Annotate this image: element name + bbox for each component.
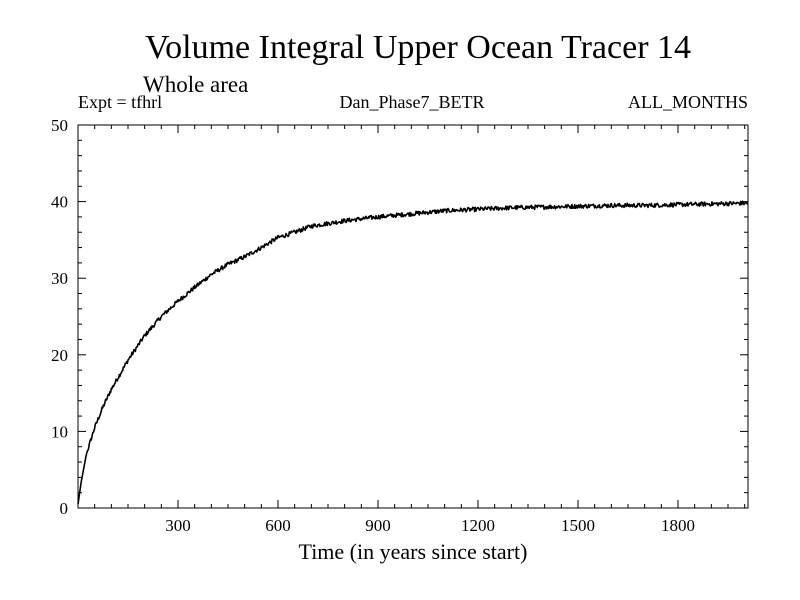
y-tick-label: 10: [51, 422, 68, 441]
y-tick-label: 30: [51, 269, 68, 288]
x-tick-label: 600: [265, 516, 291, 535]
x-tick-label: 900: [365, 516, 391, 535]
expt-label: Expt = tfhrl: [78, 92, 162, 112]
y-tick-label: 0: [60, 499, 69, 518]
x-tick-label: 1200: [461, 516, 495, 535]
y-tick-label: 50: [51, 116, 68, 135]
plot-frame: [77, 124, 749, 509]
chart-subtitle: Whole area: [143, 72, 248, 97]
y-tick-label: 40: [51, 193, 68, 212]
series-line-tracer-14: [77, 200, 749, 505]
months-label: ALL_MONTHS: [628, 92, 748, 112]
x-axis-label: Time (in years since start): [299, 539, 528, 564]
x-tick-label: 1800: [661, 516, 695, 535]
chart-title: Volume Integral Upper Ocean Tracer 14: [145, 29, 691, 66]
y-tick-label: 20: [51, 346, 68, 365]
x-tick-label: 1500: [561, 516, 595, 535]
x-tick-label: 300: [165, 516, 191, 535]
run-label: Dan_Phase7_BETR: [340, 92, 485, 112]
